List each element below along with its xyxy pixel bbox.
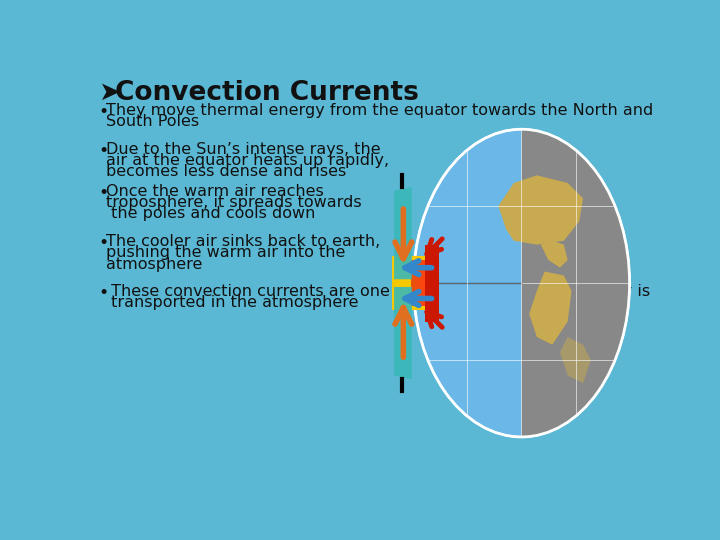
Bar	[418, 260, 420, 306]
Text: Once the warm air reaches: Once the warm air reaches	[106, 184, 323, 199]
Text: pushing the warm air into the: pushing the warm air into the	[106, 245, 345, 260]
Bar	[416, 260, 418, 306]
Text: South Poles: South Poles	[106, 114, 199, 130]
Text: They move thermal energy from the equator towards the North and: They move thermal energy from the equato…	[106, 103, 653, 118]
Text: air at the equator heats up rapidly,: air at the equator heats up rapidly,	[106, 153, 389, 168]
Bar	[415, 260, 416, 306]
Bar	[415, 260, 417, 306]
Bar	[422, 260, 423, 306]
Bar	[414, 260, 415, 306]
Polygon shape	[521, 129, 629, 437]
Polygon shape	[394, 287, 412, 379]
Text: •: •	[98, 142, 108, 160]
Text: •: •	[98, 103, 108, 122]
Bar	[412, 260, 413, 306]
Polygon shape	[498, 176, 583, 245]
Bar	[417, 260, 418, 306]
Text: •: •	[98, 234, 108, 252]
Bar	[423, 260, 424, 306]
Bar	[418, 260, 419, 306]
Text: •: •	[98, 284, 108, 302]
Bar	[420, 260, 421, 306]
Bar	[392, 256, 428, 310]
Text: Convection Currents: Convection Currents	[115, 80, 419, 106]
Bar	[420, 260, 422, 306]
Bar	[424, 260, 426, 306]
Bar	[413, 260, 414, 306]
Polygon shape	[560, 337, 590, 383]
Text: The cooler air sinks back to earth,: The cooler air sinks back to earth,	[106, 234, 380, 249]
Text: the poles and cools down: the poles and cools down	[106, 206, 315, 221]
Bar	[421, 260, 423, 306]
Text: •: •	[98, 184, 108, 202]
Text: ➤: ➤	[98, 80, 120, 106]
Bar	[425, 245, 438, 322]
Bar	[411, 260, 413, 306]
Polygon shape	[541, 241, 567, 268]
Bar	[423, 260, 425, 306]
Polygon shape	[529, 272, 572, 345]
Text: transported in the atmosphere: transported in the atmosphere	[106, 295, 358, 310]
Text: Due to the Sun’s intense rays, the: Due to the Sun’s intense rays, the	[106, 142, 380, 157]
Bar	[413, 260, 415, 306]
Bar	[419, 260, 420, 306]
Text: atmosphere: atmosphere	[106, 256, 202, 272]
Ellipse shape	[413, 129, 629, 437]
Bar	[420, 260, 423, 306]
Text: troposphere, it spreads towards: troposphere, it spreads towards	[106, 195, 361, 210]
Polygon shape	[394, 187, 412, 279]
Text: These convection currents are one of the main ways that energy is: These convection currents are one of the…	[106, 284, 649, 299]
Text: becomes less dense and rises: becomes less dense and rises	[106, 164, 346, 179]
